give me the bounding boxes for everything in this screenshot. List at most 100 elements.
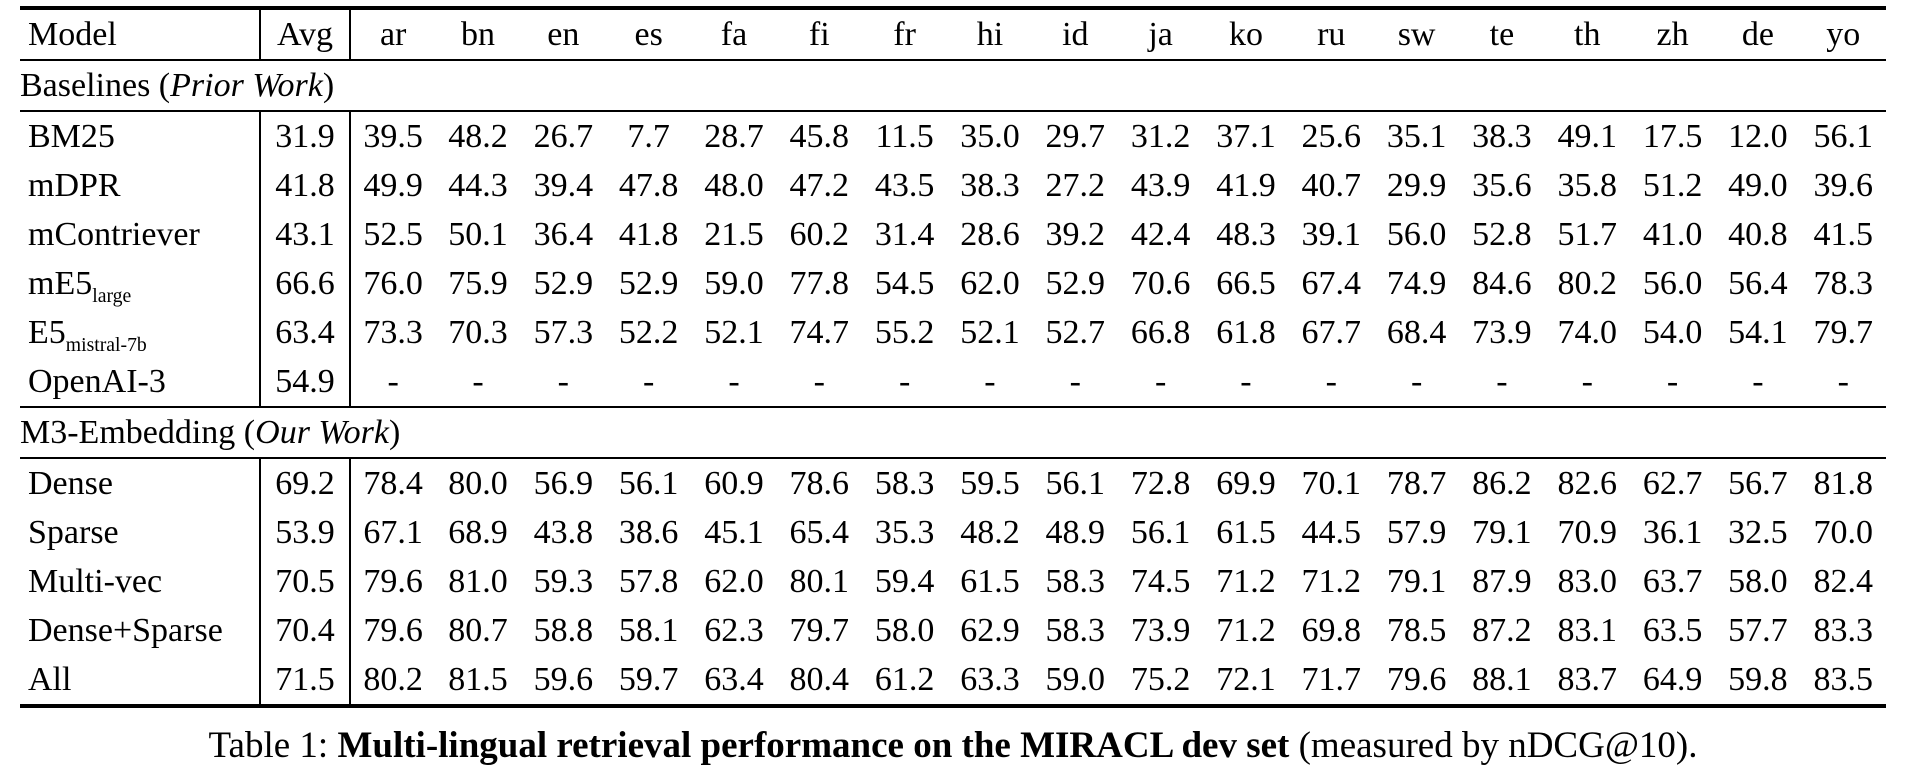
metric-cell-fr: 58.0	[874, 611, 935, 649]
metric-cell-fi: 77.8	[789, 264, 850, 302]
section-row-1: M3-Embedding (Our Work)	[20, 406, 1886, 459]
metric-cell-ar: 67.1	[363, 513, 423, 551]
metric-cell-id: 52.9	[1045, 264, 1106, 302]
model-name: mDPR	[20, 161, 261, 210]
metric-cell-yo: 81.8	[1813, 464, 1874, 502]
metric-cell-yo: 56.1	[1813, 117, 1874, 155]
metric-cell-fa: 59.0	[704, 264, 764, 302]
metric-cell-bn: 50.1	[448, 215, 508, 253]
metric-cell-fi: 47.2	[789, 166, 850, 204]
table-row-all: All 71.5 80.2 81.5 59.6 59.7 63.4 80.4 61.2 63.3 5…	[20, 655, 1886, 706]
metric-cell-fr: -	[898, 362, 911, 400]
metric-cell-sw: 29.9	[1386, 166, 1447, 204]
metric-cell-zh: -	[1666, 362, 1679, 400]
column-header-fa: fa	[691, 8, 777, 61]
metric-cell-fa: 62.0	[704, 562, 764, 600]
metric-cell-hi: 35.0	[960, 117, 1020, 155]
model-name-base: Dense+Sparse	[28, 611, 223, 649]
metric-cell-sw: 68.4	[1386, 313, 1447, 351]
metric-cell-ar: 52.5	[363, 215, 423, 253]
metric-cell-ru: 39.1	[1301, 215, 1362, 253]
metric-cell-hi: 28.6	[960, 215, 1020, 253]
metric-cell-fa: 21.5	[704, 215, 764, 253]
metric-cell-th: 49.1	[1557, 117, 1618, 155]
table-caption: Table 1: Multi-lingual retrieval perform…	[0, 724, 1906, 766]
metric-cell-es: -	[642, 362, 655, 400]
results-table: Model Avg ar bn en es fa fi fr hi id ja ko ru sw te th zh…	[20, 6, 1886, 708]
metric-cell-ru: 44.5	[1301, 513, 1362, 551]
metric-cell-zh: 51.2	[1642, 166, 1703, 204]
metric-cell-sw: -	[1410, 362, 1423, 400]
metric-cell-ar: 73.3	[363, 313, 423, 351]
metric-cell-hi: 62.9	[960, 611, 1020, 649]
metric-cell-de: 12.0	[1728, 117, 1788, 155]
column-header-te: te	[1459, 8, 1545, 61]
table-row-e5: E5mistral-7b 63.4 73.3 70.3 57.3 52.2 52.1 74.7…	[20, 308, 1886, 357]
metric-cell-fa: 52.1	[704, 313, 764, 351]
metric-cell-fr: 61.2	[874, 660, 935, 698]
metric-cell-en: 26.7	[533, 117, 594, 155]
metric-cell-de: 58.0	[1728, 562, 1788, 600]
metric-cell-es: 47.8	[618, 166, 679, 204]
model-name-base: mContriever	[28, 215, 200, 253]
metric-cell-zh: 54.0	[1642, 313, 1703, 351]
model-name-subscript: mistral-7b	[65, 333, 147, 356]
model-name: Sparse	[20, 508, 261, 557]
metric-cell-fr: 58.3	[874, 464, 935, 502]
metric-cell-en: 56.9	[533, 464, 594, 502]
section-label-suffix: )	[322, 66, 335, 104]
section-label-suffix: )	[388, 413, 401, 451]
model-name-base: BM25	[28, 117, 115, 155]
model-name-base: Sparse	[28, 513, 119, 551]
metric-cell-ru: 71.7	[1301, 660, 1362, 698]
metric-cell-zh: 17.5	[1642, 117, 1703, 155]
metric-cell-es: 52.9	[618, 264, 679, 302]
metric-cell-fr: 54.5	[874, 264, 935, 302]
metric-cell-en: 36.4	[533, 215, 594, 253]
column-header-fi: fi	[776, 8, 862, 61]
table-row-mdpr: mDPR 41.8 49.9 44.3 39.4 47.8 48.0 47.2 43.5 38.3…	[20, 161, 1886, 210]
metric-cell-zh: 62.7	[1642, 464, 1703, 502]
avg-cell: 66.6	[260, 259, 351, 308]
metric-cell-ko: 66.5	[1216, 264, 1276, 302]
metric-cell-de: 54.1	[1728, 313, 1788, 351]
metric-cell-yo: 70.0	[1813, 513, 1874, 551]
metric-cell-zh: 36.1	[1642, 513, 1703, 551]
metric-cell-te: 38.3	[1472, 117, 1532, 155]
metric-cell-de: -	[1752, 362, 1764, 400]
metric-cell-zh: 63.5	[1642, 611, 1703, 649]
metric-cell-th: 82.6	[1557, 464, 1618, 502]
metric-cell-id: 39.2	[1045, 215, 1106, 253]
metric-cell-zh: 41.0	[1642, 215, 1703, 253]
metric-cell-ar: 80.2	[363, 660, 423, 698]
metric-cell-ja: 73.9	[1130, 611, 1191, 649]
column-header-ja: ja	[1117, 8, 1204, 61]
metric-cell-th: -	[1581, 362, 1593, 400]
column-header-Avg: Avg	[260, 8, 351, 61]
metric-cell-zh: 56.0	[1642, 264, 1703, 302]
metric-cell-ja: 43.9	[1130, 166, 1191, 204]
metric-cell-yo: 83.3	[1813, 611, 1874, 649]
metric-cell-es: 52.2	[618, 313, 679, 351]
avg-cell: 70.5	[260, 557, 351, 606]
avg-cell: 63.4	[260, 308, 351, 357]
model-name: All	[20, 655, 261, 706]
metric-cell-en: -	[557, 362, 569, 400]
metric-cell-ko: 48.3	[1216, 215, 1276, 253]
metric-cell-de: 49.0	[1728, 166, 1788, 204]
model-name: mContriever	[20, 210, 261, 259]
table-row-me5: mE5large 66.6 76.0 75.9 52.9 52.9 59.0 77.8 54.5…	[20, 259, 1886, 308]
metric-cell-ja: 74.5	[1130, 562, 1191, 600]
metric-cell-ru: 40.7	[1301, 166, 1362, 204]
metric-cell-sw: 35.1	[1386, 117, 1447, 155]
metric-cell-sw: 56.0	[1386, 215, 1447, 253]
metric-cell-fi: 65.4	[789, 513, 850, 551]
metric-cell-id: 58.3	[1045, 611, 1106, 649]
metric-cell-fa: 28.7	[704, 117, 764, 155]
section-header: M3-Embedding (Our Work)	[20, 406, 1886, 459]
metric-cell-th: 70.9	[1557, 513, 1618, 551]
metric-cell-bn: 81.0	[448, 562, 508, 600]
metric-cell-yo: 41.5	[1813, 215, 1874, 253]
metric-cell-fa: 62.3	[704, 611, 764, 649]
metric-cell-id: 58.3	[1045, 562, 1106, 600]
